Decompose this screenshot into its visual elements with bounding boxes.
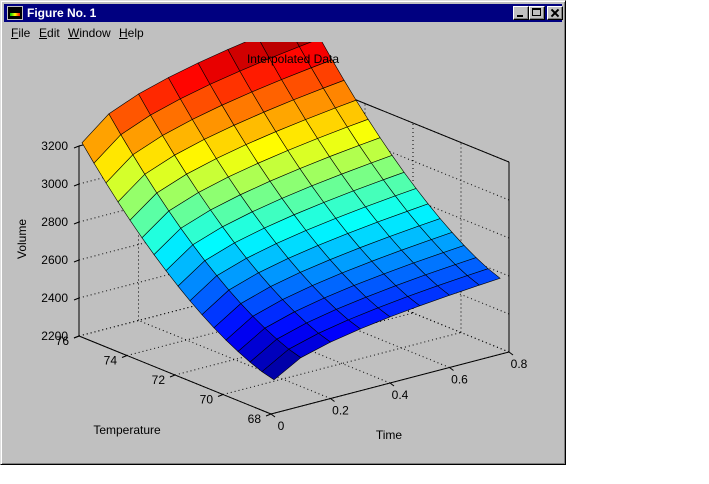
menu-help[interactable]: Help (119, 26, 144, 40)
menu-edit[interactable]: Edit (39, 26, 60, 40)
z-tick-label: 2600 (41, 253, 68, 267)
x-tick (449, 367, 454, 371)
x-tick-label: 0.2 (332, 404, 349, 418)
menu-window[interactable]: Window (68, 26, 111, 40)
grid-line-floor-x (138, 320, 331, 399)
maximize-icon[interactable] (529, 6, 545, 20)
x-tick (508, 351, 514, 356)
surface-plot[interactable]: Interpolated Data Volume Temperature Tim… (4, 42, 563, 462)
menu-edit-rest: dit (47, 26, 60, 40)
x-tick-label: 0.4 (392, 388, 409, 402)
z-tick-label: 2800 (41, 215, 68, 229)
surface (81, 42, 501, 381)
z-tick-label: 3000 (41, 177, 68, 191)
y-tick-label: 74 (104, 354, 118, 368)
z-tick (73, 183, 80, 187)
y-tick (121, 355, 128, 358)
close-icon[interactable] (547, 6, 563, 20)
menu-edit-key: E (39, 26, 48, 40)
chart-title: Interpolated Data (247, 52, 339, 66)
x-tick (330, 398, 335, 402)
z-tick-label: 2400 (41, 291, 68, 305)
menu-file-key: F (11, 26, 19, 40)
menu-window-key: W (68, 26, 80, 40)
menu-file-rest: ile (18, 26, 31, 40)
menu-window-rest: indow (79, 26, 111, 40)
grid-line-floor-y (222, 332, 462, 395)
menu-file[interactable]: File (11, 26, 30, 40)
y-axis-label: Temperature (93, 423, 161, 437)
z-tick-label: 3200 (41, 139, 68, 153)
z-tick (73, 335, 80, 339)
window-title: Figure No. 1 (27, 6, 97, 20)
z-tick (73, 259, 80, 263)
y-tick-label: 68 (248, 412, 262, 426)
y-tick (169, 374, 176, 378)
surface-patch (261, 348, 302, 381)
x-tick (389, 382, 395, 387)
z-tick (73, 221, 80, 225)
y-tick-label: 72 (152, 373, 166, 387)
title-bar[interactable]: Figure No. 1 (4, 4, 563, 22)
y-tick-label: 76 (56, 334, 70, 348)
z-tick-label: 2200 (41, 329, 68, 343)
figure-window: Figure No. 1 File Edit Window Help Inter… (0, 0, 566, 465)
z-tick (73, 297, 80, 301)
x-tick-label: 0.8 (511, 357, 528, 371)
matlab-figure-icon[interactable] (7, 6, 23, 20)
minimize-icon[interactable] (513, 6, 529, 20)
axes-labels: Interpolated Data Volume Temperature Tim… (15, 52, 528, 442)
x-tick-label: 0.6 (451, 373, 468, 387)
z-axis-label: Volume (15, 219, 29, 259)
x-axis-label: Time (376, 428, 403, 442)
menu-bar: File Edit Window Help (4, 23, 562, 42)
x-tick-label: 0 (278, 419, 285, 433)
y-tick-label: 70 (200, 393, 214, 407)
menu-help-key: H (119, 26, 128, 40)
y-tick (217, 394, 224, 397)
x-tick (270, 413, 276, 418)
z-tick (73, 145, 80, 149)
menu-help-rest: elp (127, 26, 144, 40)
y-tick (265, 413, 272, 417)
